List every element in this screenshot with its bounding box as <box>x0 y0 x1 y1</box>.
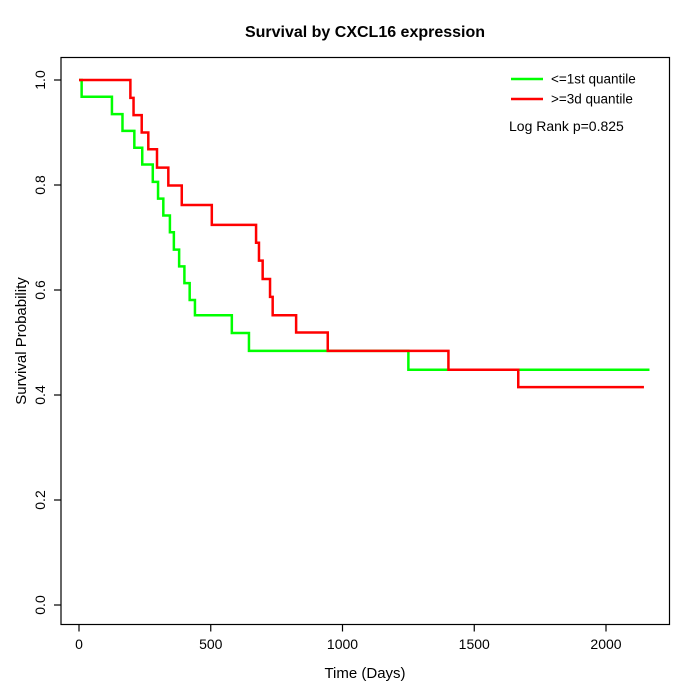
log-rank-annotation: Log Rank p=0.825 <box>509 118 624 134</box>
chart-title: Survival by CXCL16 expression <box>244 24 486 41</box>
x-axis-title: Time (Days) <box>324 665 406 682</box>
km-curve-low-expression <box>79 78 650 372</box>
x-tick-label: 2000 <box>590 636 621 652</box>
x-tick-label: 500 <box>199 636 223 652</box>
y-tick-label: 0.8 <box>32 175 48 195</box>
y-tick-label: 0.2 <box>32 490 48 510</box>
y-tick-label: 0.4 <box>32 385 48 405</box>
y-tick-label: 0.6 <box>32 280 48 300</box>
x-tick-label: 0 <box>75 636 83 652</box>
x-tick-label: 1000 <box>327 636 358 652</box>
y-axis-title: Survival Probability <box>13 277 30 405</box>
km-curve-high-expression <box>79 78 644 389</box>
y-tick-label: 1.0 <box>32 70 48 90</box>
legend-label: <=1st quantile <box>551 72 636 87</box>
legend-label: >=3d quantile <box>551 92 633 107</box>
x-tick-label: 1500 <box>459 636 490 652</box>
plot-box <box>60 56 671 626</box>
y-tick-label: 0.0 <box>32 595 48 615</box>
